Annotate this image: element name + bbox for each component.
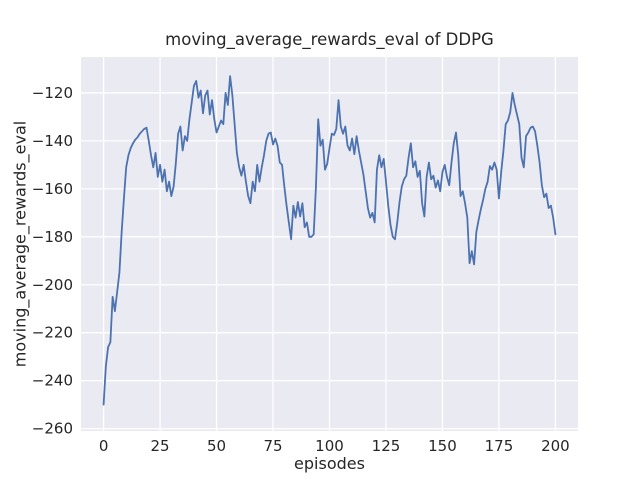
x-tick-label: 200 [541,437,570,455]
y-tick-label: −160 [32,180,73,198]
x-tick-label: 150 [428,437,457,455]
y-tick-label: −140 [32,132,73,150]
y-tick-label: −260 [32,420,73,438]
y-axis-label: moving_average_rewards_eval [10,120,30,368]
y-tick-label: −120 [32,84,73,102]
y-tick-label: −240 [32,372,73,390]
series-line [102,75,557,406]
chart-title: moving_average_rewards_eval of DDPG [165,30,494,49]
y-tick-label: −220 [32,324,73,342]
x-tick-label: 0 [99,437,109,455]
x-axis-label: episodes [294,454,365,473]
x-tick-label: 100 [315,437,344,455]
x-tick-label: 125 [372,437,401,455]
y-tick-label: −200 [32,276,73,294]
x-tick-label: 50 [207,437,226,455]
x-tick-label: 75 [263,437,282,455]
x-tick-label: 175 [485,437,514,455]
y-tick-label: −180 [32,228,73,246]
x-tick-label: 25 [151,437,170,455]
